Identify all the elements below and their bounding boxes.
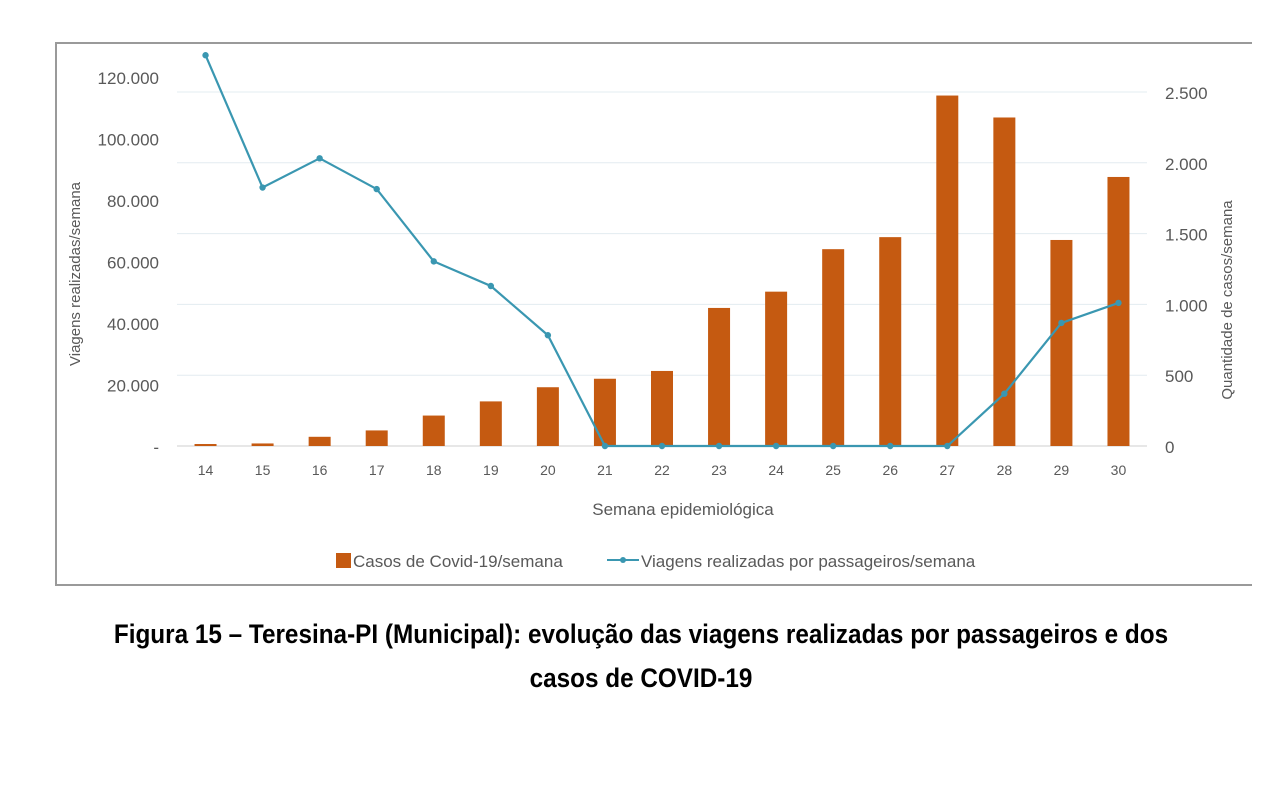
y-left-tick-label: 80.000 (107, 192, 159, 211)
legend: Casos de Covid-19/semana Viagens realiza… (336, 552, 976, 571)
line-point (1058, 319, 1065, 327)
bar (1107, 176, 1130, 446)
line-point (829, 442, 837, 450)
line-point (772, 442, 780, 450)
line-point (202, 52, 209, 59)
bar (251, 443, 274, 446)
y-right-tick-label: 1.000 (1165, 296, 1208, 315)
line-point (430, 258, 437, 265)
x-tick-label: 23 (711, 462, 727, 478)
bar (593, 378, 616, 446)
bar (993, 117, 1016, 446)
bar (936, 95, 959, 446)
line-point (259, 184, 266, 191)
bar (765, 291, 788, 446)
line-point (887, 442, 894, 450)
bar (536, 387, 559, 446)
line-point (373, 185, 380, 193)
bar (308, 436, 331, 446)
x-tick-label: 26 (882, 462, 898, 478)
x-tick-label: 30 (1111, 462, 1127, 478)
chart: - 20.000 40.000 60.000 80.000 100.000 120.000 0… (67, 52, 1236, 571)
line-point (658, 442, 666, 450)
bar (365, 430, 388, 446)
x-tick-label: 16 (312, 462, 328, 478)
caption-line-1: Figura 15 – Teresina-PI (Municipal): evo… (113, 619, 1169, 649)
line-point (316, 155, 323, 162)
y-right-tick-label: 2.000 (1165, 155, 1208, 174)
line-point (1001, 390, 1008, 397)
bar (879, 237, 902, 446)
x-tick-label: 27 (940, 462, 956, 478)
x-tick-label: 29 (1054, 462, 1070, 478)
figure-caption: Figura 15 – Teresina-PI (Municipal): evo… (64, 612, 1218, 700)
line-series (202, 52, 1122, 450)
y-left-tick-label: 60.000 (107, 253, 159, 272)
bar (651, 370, 673, 446)
bar (422, 415, 445, 446)
x-tick-label: 22 (654, 462, 670, 478)
bar (1050, 239, 1073, 446)
chart-frame: - 20.000 40.000 60.000 80.000 100.000 120.000 0… (55, 42, 1252, 586)
axes: - 20.000 40.000 60.000 80.000 100.000 120.000 0… (98, 69, 1208, 478)
bar (194, 444, 217, 446)
legend-swatch-marker (620, 557, 626, 563)
y-right-tick-label: 2.500 (1165, 84, 1208, 103)
bar (479, 401, 502, 446)
line-point (715, 442, 723, 450)
line-point (487, 282, 495, 290)
gridlines (177, 91, 1147, 447)
caption-line-2: casos de COVID-19 (529, 663, 753, 693)
bar (822, 249, 845, 446)
y-right-tick-label: 0 (1165, 438, 1174, 457)
y-left-tick-label: 100.000 (98, 130, 159, 149)
legend-swatch-bars (336, 553, 351, 568)
y-left-tick-label: - (153, 438, 159, 457)
legend-label-bars: Casos de Covid-19/semana (353, 552, 563, 571)
x-tick-label: 20 (540, 462, 556, 478)
y-axis-left-label: Viagens realizadas/semana (67, 181, 84, 366)
x-axis-label: Semana epidemiológica (592, 500, 774, 519)
x-tick-label: 15 (255, 462, 271, 478)
x-tick-label: 17 (369, 462, 385, 478)
x-tick-label: 21 (597, 462, 613, 478)
bar (708, 307, 731, 446)
x-tick-label: 28 (997, 462, 1013, 478)
y-right-tick-label: 1.500 (1165, 226, 1208, 245)
line-point (601, 442, 609, 450)
x-tick-label: 19 (483, 462, 499, 478)
y-left-tick-label: 40.000 (107, 315, 159, 334)
x-tick-label: 18 (426, 462, 442, 478)
x-tick-label: 24 (768, 462, 784, 478)
bar-series (194, 95, 1130, 446)
x-tick-label: 14 (198, 462, 214, 478)
y-left-tick-label: 120.000 (98, 69, 159, 88)
legend-label-line: Viagens realizadas por passageiros/seman… (641, 552, 976, 571)
y-axis-right-label: Quantidade de casos/semana (1219, 200, 1236, 400)
x-tick-label: 25 (825, 462, 841, 478)
y-right-tick-label: 500 (1165, 367, 1193, 386)
line-point (944, 442, 951, 450)
line-point (1115, 299, 1122, 307)
line-point (544, 332, 552, 339)
y-left-tick-label: 20.000 (107, 376, 159, 395)
